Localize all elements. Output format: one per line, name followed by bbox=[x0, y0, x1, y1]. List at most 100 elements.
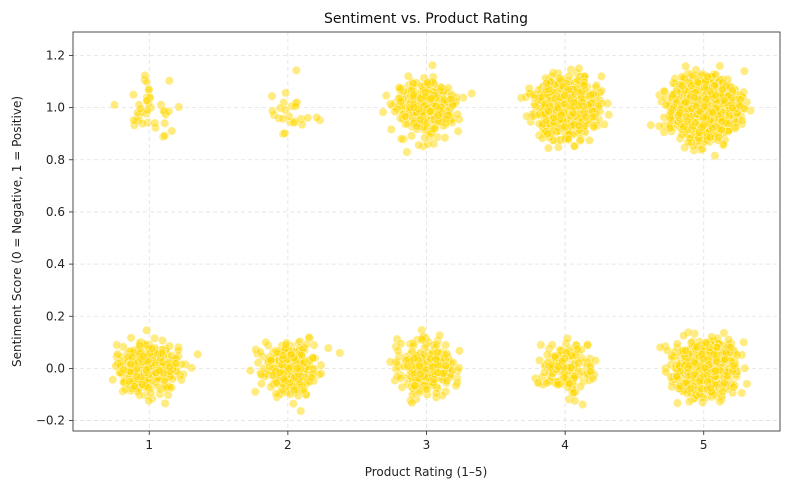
point-group-rating-1-sentiment-0 bbox=[108, 325, 203, 408]
scatter-point bbox=[422, 78, 432, 88]
scatter-point bbox=[378, 107, 388, 117]
scatter-point bbox=[660, 87, 670, 97]
scatter-point bbox=[144, 85, 154, 95]
scatter-point bbox=[266, 355, 276, 365]
scatter-point bbox=[703, 376, 713, 386]
scatter-point bbox=[672, 371, 682, 381]
scatter-point bbox=[427, 60, 437, 70]
scatter-point bbox=[280, 128, 290, 138]
scatter-point bbox=[256, 379, 266, 389]
scatter-point bbox=[150, 118, 160, 128]
scatter-point bbox=[689, 357, 699, 367]
scatter-point bbox=[250, 387, 260, 397]
scatter-point bbox=[574, 358, 584, 368]
scatter-point bbox=[431, 354, 441, 364]
scatter-point bbox=[739, 337, 749, 347]
scatter-point bbox=[550, 351, 560, 361]
point-group-rating-3-sentiment-0 bbox=[385, 325, 464, 408]
scatter-point bbox=[289, 118, 299, 128]
scatter-point bbox=[685, 383, 695, 393]
scatter-point bbox=[701, 338, 711, 348]
scatter-point bbox=[543, 143, 553, 153]
scatter-point bbox=[536, 340, 546, 350]
scatter-point bbox=[393, 346, 403, 356]
scatter-point bbox=[142, 96, 152, 106]
scatter-point bbox=[292, 363, 302, 373]
scatter-point bbox=[566, 362, 576, 372]
scatter-point bbox=[572, 344, 582, 354]
scatter-point bbox=[126, 333, 136, 343]
scatter-point bbox=[160, 398, 170, 408]
scatter-point bbox=[522, 111, 532, 121]
scatter-point bbox=[599, 119, 609, 129]
scatter-point bbox=[275, 368, 285, 378]
scatter-point bbox=[307, 373, 317, 383]
scatter-point bbox=[452, 109, 462, 119]
scatter-point bbox=[160, 118, 170, 128]
scatter-point bbox=[164, 76, 174, 86]
scatter-point bbox=[729, 360, 739, 370]
scatter-point bbox=[552, 380, 562, 390]
scatter-point bbox=[245, 366, 255, 376]
scatter-point bbox=[570, 396, 580, 406]
scatter-point bbox=[433, 110, 443, 120]
scatter-point bbox=[410, 381, 420, 391]
scatter-point bbox=[163, 390, 173, 400]
scatter-point bbox=[415, 369, 425, 379]
scatter-point bbox=[141, 365, 151, 375]
scatter-point bbox=[290, 385, 300, 395]
scatter-point bbox=[176, 375, 186, 385]
scatter-point bbox=[110, 100, 120, 110]
scatter-point bbox=[150, 333, 160, 343]
scatter-point bbox=[256, 370, 266, 380]
scatter-point bbox=[402, 147, 412, 157]
scatter-point bbox=[187, 363, 197, 373]
scatter-point bbox=[286, 349, 296, 359]
scatter-point bbox=[381, 91, 391, 101]
scatter-point bbox=[732, 350, 742, 360]
scatter-point bbox=[396, 373, 406, 383]
scatter-point bbox=[720, 354, 730, 364]
scatter-point bbox=[385, 357, 395, 367]
scatter-point bbox=[604, 110, 614, 120]
scatter-point bbox=[271, 378, 281, 388]
point-group-rating-5-sentiment-0 bbox=[655, 327, 752, 408]
scatter-point bbox=[429, 375, 439, 385]
scatter-point bbox=[142, 325, 152, 335]
scatter-point bbox=[144, 396, 154, 406]
scatter-point bbox=[154, 365, 164, 375]
scatter-point bbox=[724, 335, 734, 345]
scatter-point bbox=[171, 358, 181, 368]
scatter-point bbox=[442, 349, 452, 359]
scatter-point bbox=[414, 361, 424, 371]
scatter-point bbox=[432, 340, 442, 350]
point-group-rating-2-sentiment-1 bbox=[267, 65, 325, 139]
scatter-point bbox=[414, 140, 424, 150]
scatter-point bbox=[417, 334, 427, 344]
scatter-point bbox=[135, 104, 145, 114]
scatter-point bbox=[303, 113, 313, 123]
scatter-point bbox=[164, 106, 174, 116]
scatter-point bbox=[406, 131, 416, 141]
scatter-point bbox=[700, 363, 710, 373]
scatter-point bbox=[579, 80, 589, 90]
scatter-point bbox=[113, 349, 123, 359]
scatter-point bbox=[564, 378, 574, 388]
scatter-point bbox=[742, 379, 752, 389]
scatter-point bbox=[560, 90, 570, 100]
scatter-point bbox=[672, 398, 682, 408]
scatter-point bbox=[429, 139, 439, 149]
scatter-point bbox=[698, 397, 708, 407]
scatter-point bbox=[710, 151, 720, 161]
scatter-point bbox=[524, 83, 534, 93]
scatter-point bbox=[281, 88, 291, 98]
scatter-point bbox=[562, 333, 572, 343]
scatter-point bbox=[167, 126, 177, 136]
scatter-points bbox=[108, 60, 755, 416]
scatter-point bbox=[126, 359, 136, 369]
scatter-point bbox=[267, 91, 277, 101]
scatter-point bbox=[543, 129, 553, 139]
scatter-point bbox=[446, 94, 456, 104]
scatter-point bbox=[137, 379, 147, 389]
scatter-point bbox=[719, 378, 729, 388]
